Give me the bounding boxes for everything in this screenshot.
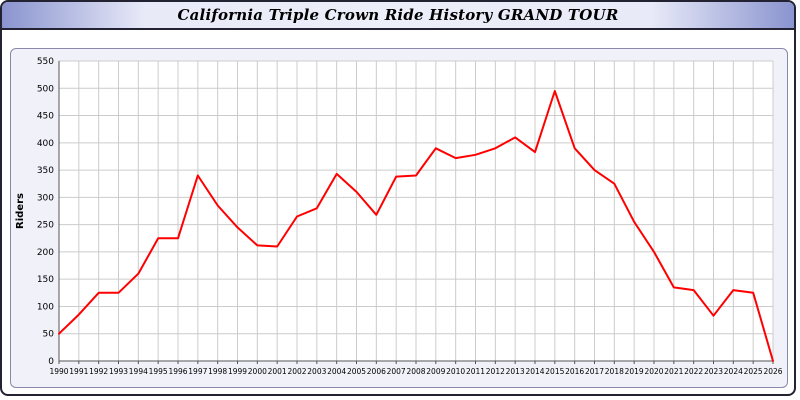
- svg-text:2012: 2012: [486, 367, 505, 376]
- window-title: California Triple Crown Ride History GRA…: [177, 6, 619, 24]
- chart-panel: 0 50 100 150 200 250 300 350 400 450 500 550 1990 199…: [10, 48, 788, 388]
- svg-text:1997: 1997: [188, 367, 207, 376]
- svg-text:550: 550: [37, 57, 54, 67]
- svg-text:2015: 2015: [545, 367, 564, 376]
- svg-text:2017: 2017: [585, 367, 604, 376]
- svg-text:2007: 2007: [387, 367, 406, 376]
- svg-text:200: 200: [37, 248, 54, 258]
- svg-text:1995: 1995: [149, 367, 168, 376]
- svg-text:2024: 2024: [724, 367, 743, 376]
- svg-text:2026: 2026: [763, 367, 782, 376]
- svg-text:1990: 1990: [49, 367, 68, 376]
- svg-text:100: 100: [37, 302, 54, 312]
- svg-text:2009: 2009: [426, 367, 445, 376]
- svg-text:500: 500: [37, 84, 54, 94]
- svg-text:2019: 2019: [625, 367, 644, 376]
- svg-text:2003: 2003: [307, 367, 326, 376]
- svg-text:2014: 2014: [525, 367, 544, 376]
- svg-text:2008: 2008: [406, 367, 425, 376]
- svg-text:2001: 2001: [268, 367, 287, 376]
- svg-text:2018: 2018: [605, 367, 624, 376]
- svg-text:1998: 1998: [208, 367, 227, 376]
- window-titlebar: California Triple Crown Ride History GRA…: [2, 2, 794, 30]
- svg-text:2025: 2025: [744, 367, 763, 376]
- svg-text:300: 300: [37, 193, 54, 203]
- svg-text:2022: 2022: [684, 367, 703, 376]
- svg-text:2023: 2023: [704, 367, 723, 376]
- y-axis-label: Riders: [15, 193, 26, 229]
- svg-text:400: 400: [37, 139, 54, 149]
- svg-text:2010: 2010: [446, 367, 465, 376]
- svg-text:0: 0: [48, 357, 54, 367]
- series-line-riders: [58, 90, 774, 362]
- svg-text:2004: 2004: [327, 367, 346, 376]
- svg-text:2021: 2021: [664, 367, 683, 376]
- svg-text:50: 50: [43, 330, 55, 340]
- svg-text:1996: 1996: [168, 367, 187, 376]
- gridlines: [58, 60, 774, 364]
- svg-text:450: 450: [37, 112, 54, 122]
- svg-text:1993: 1993: [109, 367, 128, 376]
- svg-text:250: 250: [37, 221, 54, 231]
- svg-text:1991: 1991: [69, 367, 88, 376]
- svg-text:1992: 1992: [89, 367, 108, 376]
- svg-text:350: 350: [37, 166, 54, 176]
- svg-text:2020: 2020: [644, 367, 663, 376]
- svg-text:1999: 1999: [228, 367, 247, 376]
- svg-text:2002: 2002: [287, 367, 306, 376]
- svg-text:1994: 1994: [129, 367, 148, 376]
- svg-text:2006: 2006: [367, 367, 386, 376]
- x-axis-tick-labels: 1990 1991 1992 1993 1994 1995 1996 1997 1998 1999…: [49, 367, 782, 376]
- svg-text:2005: 2005: [347, 367, 366, 376]
- svg-text:2013: 2013: [506, 367, 525, 376]
- svg-text:150: 150: [37, 275, 54, 285]
- svg-text:2016: 2016: [565, 367, 584, 376]
- svg-text:2000: 2000: [248, 367, 267, 376]
- svg-text:2011: 2011: [466, 367, 485, 376]
- y-axis-tick-labels: 0 50 100 150 200 250 300 350 400 450 500 550: [37, 57, 54, 367]
